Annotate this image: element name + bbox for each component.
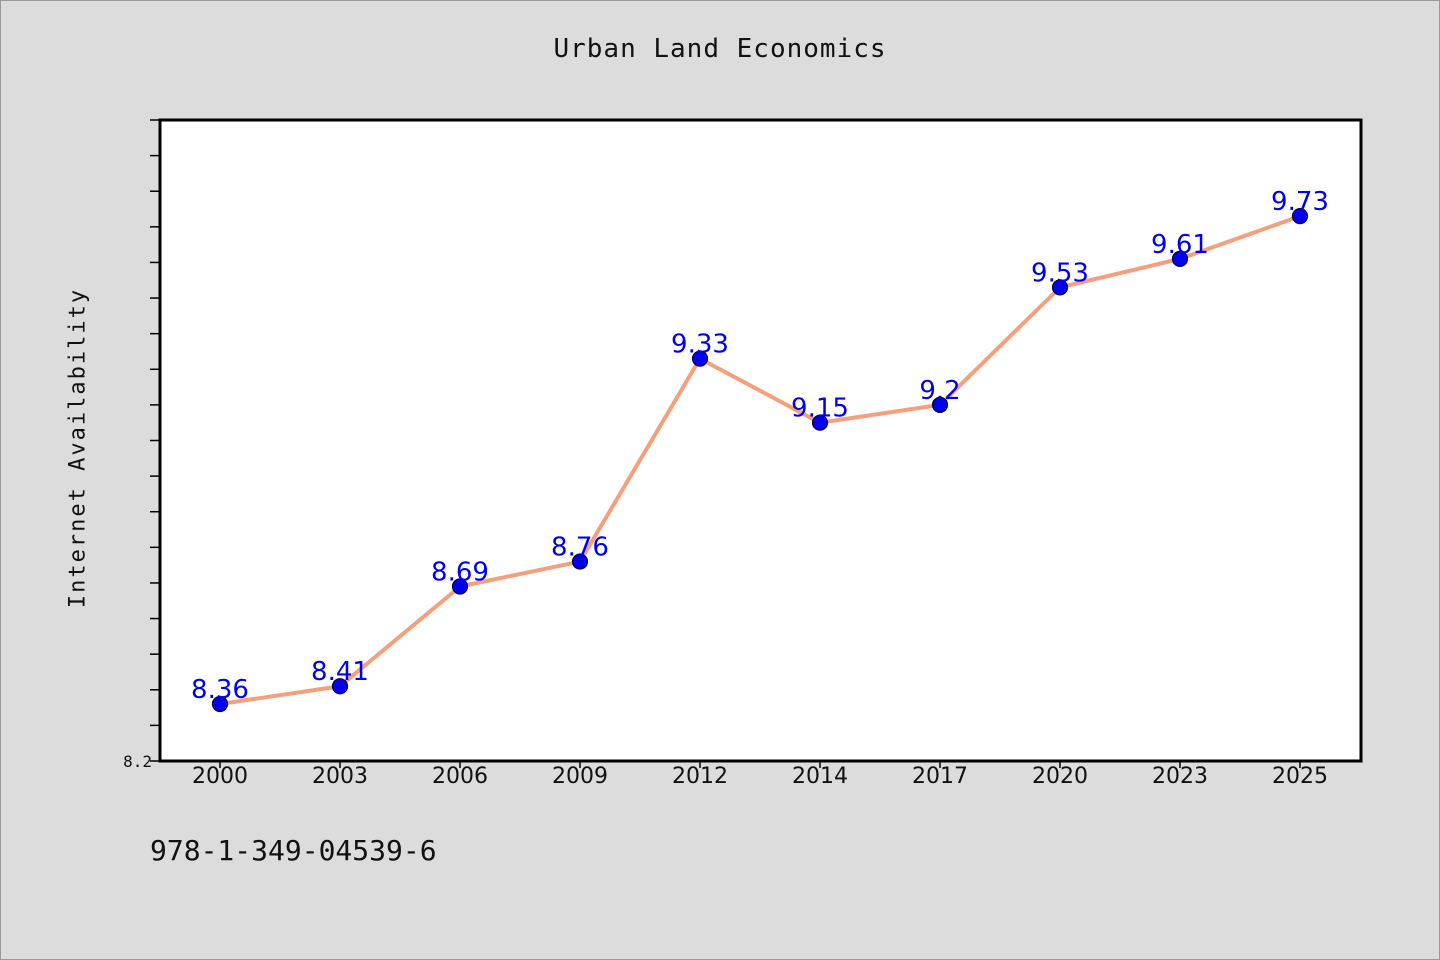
data-point <box>931 396 949 413</box>
x-tick-label: 2009 <box>552 764 608 789</box>
footnote-isbn: 978-1-349-04539-6 <box>150 834 437 867</box>
chart-title: Urban Land Economics <box>553 34 887 64</box>
data-point <box>1171 250 1189 267</box>
data-point <box>1051 279 1069 296</box>
data-point <box>811 414 829 431</box>
x-tick-label: 2012 <box>672 764 728 789</box>
data-label: 9.53 <box>1031 258 1089 288</box>
data-label: 9.2 <box>919 376 960 406</box>
data-label: 8.69 <box>431 558 489 588</box>
x-tick-label: 2003 <box>312 764 368 789</box>
data-label: 9.33 <box>671 330 729 360</box>
x-tick-label: 2006 <box>432 764 488 789</box>
x-tick-label: 2017 <box>912 764 968 789</box>
y-axis-ticks: 8.2 <box>123 119 160 771</box>
series-layer <box>211 208 1309 713</box>
data-point <box>211 695 229 713</box>
plot-area <box>158 118 1363 763</box>
data-point <box>451 578 469 595</box>
x-tick-label: 2000 <box>192 764 248 789</box>
data-label: 8.41 <box>311 657 369 687</box>
x-tick-label: 2023 <box>1152 764 1208 789</box>
x-tick-label: 2025 <box>1272 764 1328 789</box>
data-point <box>331 678 349 695</box>
series-line <box>219 214 1301 707</box>
data-point <box>1291 208 1309 225</box>
y-tick-label: 8.2 <box>123 752 152 771</box>
data-point <box>571 553 589 570</box>
data-label: 8.36 <box>191 675 249 705</box>
data-label: 9.15 <box>791 394 849 424</box>
data-label: 9.73 <box>1271 187 1329 217</box>
data-label: 8.76 <box>551 533 609 563</box>
x-axis-ticks: 2000 2003 2006 2009 2012 2014 2017 2020 2023 2025 <box>192 761 1328 789</box>
data-labels-layer: 8.36 8.41 8.69 8.76 9.33 9.15 9.2 9.53 9.61 9.73 <box>191 187 1329 705</box>
x-tick-label: 2020 <box>1032 764 1088 789</box>
x-tick-label: 2014 <box>792 764 848 789</box>
data-point <box>691 350 709 367</box>
data-label: 9.61 <box>1151 230 1209 260</box>
